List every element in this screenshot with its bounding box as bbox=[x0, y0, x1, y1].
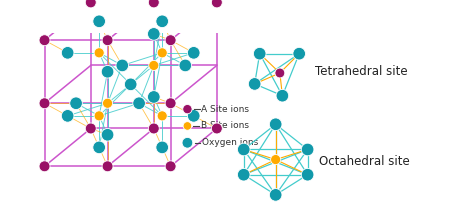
Text: B Site ions: B Site ions bbox=[201, 121, 249, 130]
Circle shape bbox=[275, 68, 285, 78]
Circle shape bbox=[271, 155, 281, 165]
Circle shape bbox=[211, 123, 222, 134]
Circle shape bbox=[179, 59, 191, 72]
Text: Oxygen ions: Oxygen ions bbox=[202, 138, 258, 147]
Circle shape bbox=[248, 78, 261, 90]
Circle shape bbox=[165, 35, 176, 46]
Circle shape bbox=[237, 143, 250, 156]
Circle shape bbox=[183, 122, 191, 130]
Circle shape bbox=[102, 161, 113, 172]
Circle shape bbox=[93, 141, 105, 154]
Circle shape bbox=[183, 105, 192, 114]
Circle shape bbox=[39, 161, 50, 172]
Circle shape bbox=[254, 47, 266, 60]
Circle shape bbox=[269, 118, 282, 131]
Circle shape bbox=[102, 35, 113, 46]
Circle shape bbox=[157, 111, 167, 121]
Circle shape bbox=[237, 168, 250, 181]
Circle shape bbox=[85, 123, 96, 134]
Circle shape bbox=[61, 47, 74, 59]
Circle shape bbox=[301, 143, 314, 156]
Circle shape bbox=[133, 97, 146, 110]
Circle shape bbox=[102, 98, 113, 108]
Circle shape bbox=[165, 98, 176, 109]
Circle shape bbox=[301, 168, 314, 181]
Circle shape bbox=[101, 129, 114, 141]
Circle shape bbox=[70, 97, 82, 110]
Circle shape bbox=[39, 35, 50, 46]
Circle shape bbox=[94, 111, 104, 121]
Circle shape bbox=[211, 0, 222, 8]
Circle shape bbox=[269, 189, 282, 201]
Circle shape bbox=[93, 15, 105, 28]
Circle shape bbox=[61, 110, 74, 122]
Circle shape bbox=[156, 15, 168, 28]
Circle shape bbox=[94, 48, 104, 58]
Text: Tetrahedral site: Tetrahedral site bbox=[315, 65, 408, 78]
Circle shape bbox=[165, 161, 176, 172]
Circle shape bbox=[187, 47, 200, 59]
Text: A Site ions: A Site ions bbox=[201, 105, 249, 114]
Circle shape bbox=[187, 110, 200, 122]
Circle shape bbox=[101, 66, 114, 78]
Circle shape bbox=[149, 60, 159, 71]
Circle shape bbox=[116, 59, 128, 72]
Circle shape bbox=[147, 91, 160, 103]
Circle shape bbox=[148, 123, 159, 134]
Circle shape bbox=[124, 78, 137, 91]
Circle shape bbox=[147, 28, 160, 40]
Circle shape bbox=[276, 89, 289, 102]
Circle shape bbox=[293, 47, 306, 60]
Circle shape bbox=[157, 48, 167, 58]
Circle shape bbox=[85, 0, 96, 8]
Text: Octahedral site: Octahedral site bbox=[319, 155, 410, 168]
Circle shape bbox=[182, 137, 193, 148]
Circle shape bbox=[148, 0, 159, 8]
Circle shape bbox=[39, 98, 50, 109]
Circle shape bbox=[156, 141, 168, 154]
